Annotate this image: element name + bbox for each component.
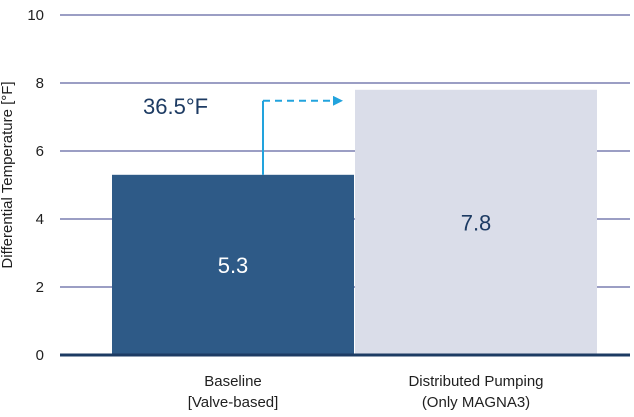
y-tick-2: 2 <box>36 279 44 296</box>
y-tick-4: 4 <box>36 211 44 228</box>
annotation-label: 36.5°F <box>143 94 208 119</box>
category-label-1-line-0: Distributed Pumping <box>408 373 543 390</box>
y-axis-label: Differential Temperature [°F] <box>0 81 16 268</box>
y-tick-8: 8 <box>36 75 44 92</box>
bar-value-label-0: 5.3 <box>218 253 249 278</box>
bars: 5.3 7.8 <box>112 89 597 356</box>
bar-1 <box>355 89 597 356</box>
category-label-0-line-1: [Valve-based] <box>188 394 279 411</box>
y-tick-6: 6 <box>36 143 44 160</box>
bar-0 <box>112 174 354 355</box>
category-labels: Baseline [Valve-based] Distributed Pumping… <box>188 373 544 411</box>
category-label-0-line-0: Baseline <box>204 373 262 390</box>
difference-annotation: 36.5°F <box>143 94 343 175</box>
y-tick-10: 10 <box>27 7 44 24</box>
y-tick-0: 0 <box>36 347 44 364</box>
category-label-1-line-1: (Only MAGNA3) <box>422 394 530 411</box>
y-tick-labels: 0 2 4 6 8 10 <box>27 7 44 364</box>
bar-value-label-1: 7.8 <box>461 210 492 235</box>
